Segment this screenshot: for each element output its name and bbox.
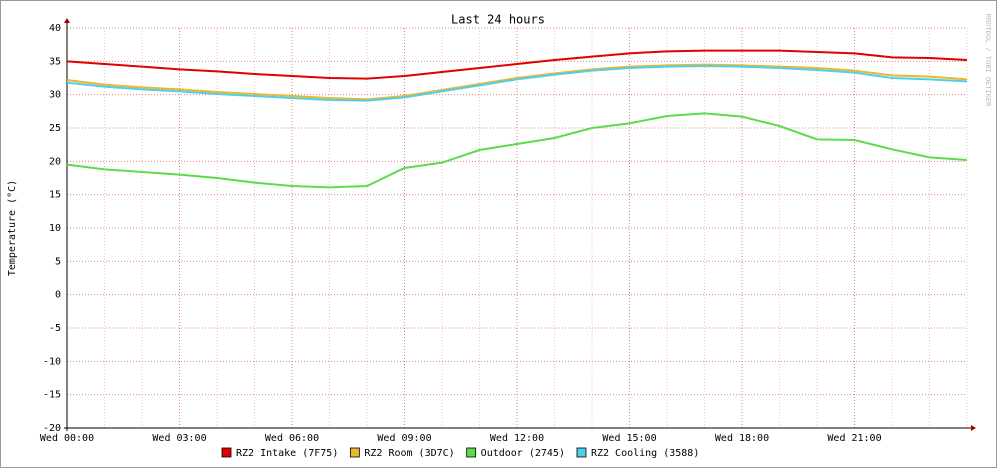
watermark: RRDTOOL / TOBI OETIKER	[984, 14, 992, 108]
x-tick-label: Wed 18:00	[715, 433, 769, 444]
y-tick-label: 15	[49, 190, 61, 201]
legend-label: Outdoor (2745)	[481, 448, 565, 459]
chart-title: Last 24 hours	[451, 13, 545, 27]
y-tick-label: 10	[49, 223, 61, 234]
x-tick-label: Wed 15:00	[602, 433, 656, 444]
legend-label: RZ2 Intake (7F75)	[236, 448, 338, 459]
legend-swatch	[221, 447, 232, 458]
y-arrow	[64, 18, 70, 23]
x-arrow	[971, 425, 976, 431]
y-tick-label: -15	[43, 390, 61, 401]
series-line	[66, 63, 968, 101]
x-tick-label: Wed 03:00	[152, 433, 206, 444]
legend-swatch	[466, 447, 477, 458]
x-tick-label: Wed 00:00	[40, 433, 94, 444]
x-tick-label: Wed 09:00	[377, 433, 431, 444]
legend-swatch	[349, 447, 360, 458]
y-tick-label: -10	[43, 356, 61, 367]
y-tick-label: 0	[55, 290, 61, 301]
legend-swatch	[576, 447, 587, 458]
y-axis-label: Temperature (°C)	[7, 180, 18, 276]
y-tick-label: 5	[55, 256, 61, 267]
x-tick-label: Wed 06:00	[265, 433, 319, 444]
x-tick-label: Wed 12:00	[490, 433, 544, 444]
x-tick-label: Wed 21:00	[827, 433, 881, 444]
y-tick-label: 20	[49, 156, 61, 167]
y-tick-label: 35	[49, 56, 61, 67]
legend-label: RZ2 Cooling (3588)	[591, 448, 699, 459]
y-tick-label: -5	[49, 323, 61, 334]
y-tick-label: -20	[43, 423, 61, 434]
series-line	[66, 64, 968, 102]
y-tick-label: 40	[49, 23, 61, 34]
series-line	[66, 49, 968, 80]
y-tick-label: 30	[49, 90, 61, 101]
legend-label: RZ2 Room (3D7C)	[364, 448, 454, 459]
y-tick-label: 25	[49, 123, 61, 134]
series-line	[66, 112, 968, 189]
